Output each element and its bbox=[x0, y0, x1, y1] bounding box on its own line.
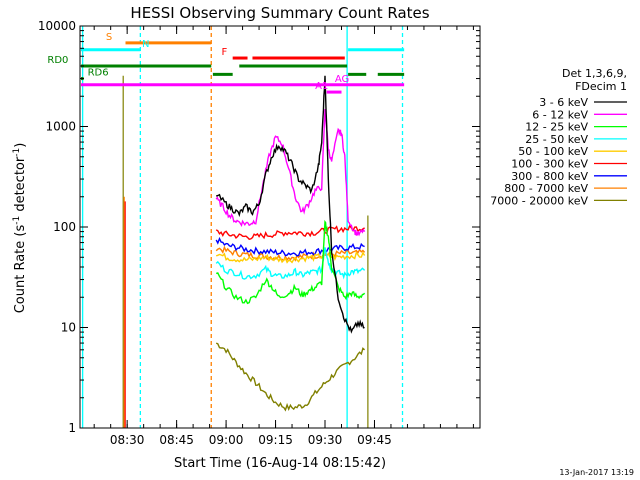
legend-header-line-2: FDecim 1 bbox=[575, 80, 627, 93]
y-tick-label-3: 1000 bbox=[45, 120, 76, 134]
x-tick-label-4: 09:30 bbox=[308, 433, 343, 447]
chart-title: HESSI Observing Summary Count Rates bbox=[130, 4, 429, 22]
series-line-5 bbox=[215, 224, 365, 240]
legend-label-5: 100 - 300 keV bbox=[511, 158, 588, 171]
y-tick-label-4: 10000 bbox=[38, 19, 76, 33]
flag-label-2: F bbox=[222, 47, 228, 58]
legend-label-6: 300 - 800 keV bbox=[511, 170, 588, 183]
y-tick-label-1: 10 bbox=[61, 321, 76, 335]
y-tick-label-0: 1 bbox=[68, 421, 76, 435]
legend-label-0: 3 - 6 keV bbox=[539, 96, 588, 109]
flag-label-3: RD0 bbox=[47, 55, 68, 66]
series-line-3 bbox=[215, 247, 366, 280]
footer-date: 13-Jan-2017 13:19 bbox=[559, 468, 634, 477]
plot-area: S N F RD6 AG A1 bbox=[80, 26, 405, 428]
x-tick-label-5: 09:45 bbox=[357, 433, 392, 447]
series-line-2 bbox=[216, 219, 366, 305]
y-axis-label: Count Rate (s-1 detector-1) bbox=[12, 143, 28, 314]
series-line-0 bbox=[215, 75, 365, 334]
series-line-1 bbox=[215, 109, 366, 237]
series-line-4 bbox=[215, 251, 366, 264]
legend-label-8: 7000 - 20000 keV bbox=[490, 194, 588, 207]
x-tick-label-0: 08:30 bbox=[110, 433, 145, 447]
legend-label-4: 50 - 100 keV bbox=[518, 145, 588, 158]
flag-label-0: S bbox=[106, 32, 112, 43]
legend-header-line-1: Det 1,3,6,9, bbox=[562, 67, 627, 80]
series-line-6 bbox=[215, 236, 365, 257]
legend-label-2: 12 - 25 keV bbox=[525, 121, 588, 134]
legend-label-3: 25 - 50 keV bbox=[525, 133, 588, 146]
flag-label-6: AG bbox=[335, 74, 349, 85]
x-tick-label-3: 09:15 bbox=[258, 433, 293, 447]
legend-label-7: 800 - 7000 keV bbox=[504, 182, 588, 195]
series-line-7 bbox=[215, 245, 366, 262]
flag-label-5: RD6 bbox=[88, 68, 109, 79]
y-tick-label-2: 100 bbox=[53, 220, 76, 234]
series-line-8 bbox=[215, 342, 366, 412]
x-tick-label-2: 09:00 bbox=[209, 433, 244, 447]
flag-label-7: A1 bbox=[315, 81, 328, 92]
x-axis-label: Start Time (16-Aug-14 08:15:42) bbox=[174, 456, 386, 471]
flag-label-1: N bbox=[142, 39, 149, 50]
legend-label-1: 6 - 12 keV bbox=[532, 108, 588, 121]
y-axis-ticks: 1 10 100 1000 10000 bbox=[38, 19, 480, 435]
x-axis-ticks: 08:30 08:45 09:00 09:15 09:30 09:45 bbox=[93, 26, 474, 447]
x-tick-label-1: 08:45 bbox=[159, 433, 194, 447]
